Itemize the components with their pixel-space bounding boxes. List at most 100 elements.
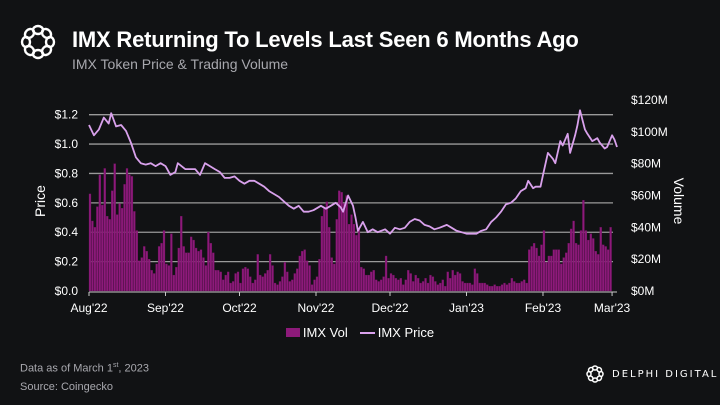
volume-bar [384,255,388,292]
volume-bar [481,282,484,292]
y-right-tick-label: $100M [631,125,668,139]
volume-bar [394,278,398,292]
volume-bar [609,227,612,292]
volume-bar [249,276,252,292]
volume-bar [209,243,213,292]
legend-item-volume[interactable]: IMX Vol [285,325,348,340]
volume-bar [155,263,158,292]
volume-bar [500,284,504,292]
volume-bar [370,271,373,292]
volume-bar [222,279,225,292]
volume-bar [103,168,106,292]
volume-bar [414,274,417,292]
y-left-tick-label: $0.4 [55,225,79,239]
volume-bar [286,271,289,292]
volume-bar [597,254,600,292]
volume-bar [456,271,459,292]
volume-bar [503,282,506,292]
volume-bar [261,276,264,292]
volume-bar [190,236,193,292]
volume-bar [451,270,454,292]
volume-bar [491,286,494,292]
y-right-tick-label: $80M [631,157,661,171]
volume-bar [431,276,435,292]
volume-bar [219,271,222,292]
volume-bar [574,243,578,292]
chart-title: IMX Returning To Levels Last Seen 6 Mont… [72,27,579,52]
volume-bar [355,235,358,292]
volume-bar [523,279,526,292]
volume-bar [407,270,410,292]
volume-bar [362,268,365,292]
y-axis-right: $0M $20M $40M $60M $80M $100M $120M [631,93,668,298]
y-left-tick-label: $0.2 [55,255,79,269]
volume-bar [330,257,333,292]
volume-bar [434,281,437,292]
footer-notes: Data as of March 1st, 2023 Source: Coing… [20,357,149,396]
volume-bar [565,252,568,292]
volume-bar [217,270,220,292]
legend-label-price: IMX Price [377,325,435,340]
volume-bar [584,230,588,292]
volume-bar [342,203,346,292]
volume-bar [476,273,479,292]
y-right-tick-label: $20M [631,252,661,266]
volume-bar [572,220,575,292]
volume-bar [315,276,319,292]
volume-bar [542,230,546,292]
volume-bar [602,244,605,292]
volume-bar [473,268,477,292]
volume-bar [382,276,385,292]
volume-bar [577,244,580,292]
volume-bar [439,282,442,292]
volume-bar [377,281,380,292]
y-left-tick-label: $0.8 [55,166,79,180]
volume-bar [518,282,521,292]
volume-bar [264,273,267,292]
volume-bar [125,168,129,292]
y-left-tick-label: $1.0 [55,137,79,151]
volume-bar [313,279,316,292]
volume-bar [192,239,195,292]
volume-bar [350,214,353,292]
volume-bar [498,286,501,292]
volume-bar [273,282,277,292]
volume-bar [244,266,247,292]
delphi-logo-icon [20,24,56,60]
volume-bar [251,282,254,292]
volume-bar [488,286,491,292]
volume-bar [397,279,400,292]
volume-bar [562,257,565,292]
y-axis-left-title: Price [32,185,48,217]
volume-bar [594,251,597,292]
volume-bar [345,195,348,292]
volume-bar [212,252,215,292]
x-tick-label: Nov'22 [297,301,334,315]
legend-swatch-volume [285,328,300,337]
volume-bar [120,208,124,292]
volume-bar [375,279,378,292]
volume-bar [461,281,464,292]
volume-bar [441,279,444,292]
volume-bar [372,270,375,292]
volume-bar [266,270,269,292]
delphi-brand-icon [586,365,604,383]
legend: IMX Vol IMX Price [0,325,720,340]
volume-bar [234,273,237,292]
volume-bar [347,223,351,292]
volume-bar [389,273,393,292]
y-left-tick-label: $0.0 [55,284,79,298]
volume-bar [379,279,383,292]
volume-bar [305,260,309,292]
legend-item-price[interactable]: IMX Price [359,325,435,340]
volume-bar [259,274,262,292]
volume-bar [392,274,395,292]
volume-bar [569,228,573,292]
volume-bar [231,281,235,292]
volume-bar [579,230,583,292]
volume-bar [535,247,538,292]
volume-bar [365,274,368,292]
volume-bar [582,200,585,292]
volume-bar [409,273,412,292]
